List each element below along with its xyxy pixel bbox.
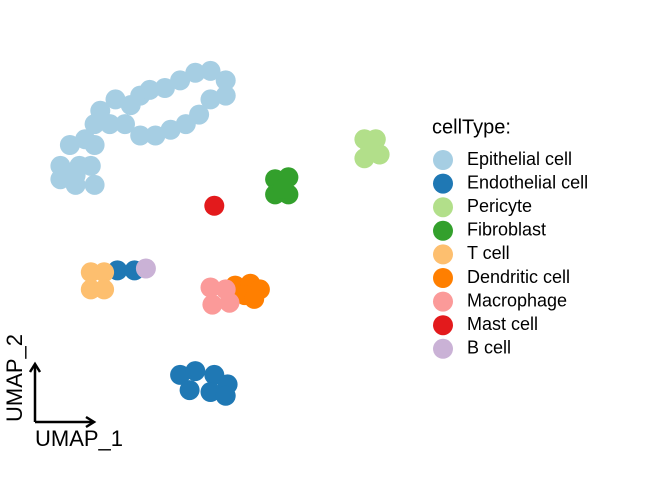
point <box>200 382 221 402</box>
legend-label: Dendritic cell <box>467 267 570 287</box>
point <box>200 89 221 110</box>
legend-label: B cell <box>467 338 511 358</box>
point <box>200 60 221 81</box>
legend-label: Endothelial cell <box>467 172 588 192</box>
point <box>154 78 175 98</box>
point <box>175 114 196 135</box>
point <box>94 262 115 283</box>
point <box>202 294 223 315</box>
legend-label: Macrophage <box>467 290 567 310</box>
y-arrow-head <box>28 361 42 373</box>
legend-swatch <box>433 197 453 218</box>
point <box>80 155 101 176</box>
legend-label: T cell <box>467 243 510 263</box>
point <box>145 125 166 146</box>
point <box>84 135 105 155</box>
legend-swatch <box>433 150 453 170</box>
point <box>215 70 236 91</box>
legend-swatch <box>433 220 453 241</box>
legend-swatch <box>433 338 453 359</box>
point <box>219 292 240 313</box>
point <box>200 277 221 298</box>
point <box>139 79 160 100</box>
legend-swatch <box>433 291 453 312</box>
point <box>65 165 86 186</box>
legend-label: Mast cell <box>467 314 538 334</box>
point <box>204 195 225 216</box>
legend-swatch <box>433 315 453 336</box>
legend: Epithelial cell Endothelial cell Pericyte F… <box>433 149 588 359</box>
point <box>215 85 236 106</box>
x-arrow-head <box>85 415 97 429</box>
y-axis-label: UMAP_2 <box>2 334 27 422</box>
axis-arrows <box>28 361 97 429</box>
legend-label: Epithelial cell <box>467 149 572 169</box>
legend-swatch <box>433 173 453 194</box>
point <box>99 114 120 135</box>
point <box>170 364 191 385</box>
point <box>170 70 191 91</box>
points <box>50 60 390 406</box>
point <box>135 258 156 279</box>
point <box>50 155 71 176</box>
point <box>360 136 381 157</box>
point <box>94 279 115 300</box>
point <box>84 174 105 195</box>
legend-title: cellType: <box>432 116 511 138</box>
point <box>179 380 200 401</box>
legend-label: Fibroblast <box>467 220 546 240</box>
point <box>185 361 206 382</box>
point <box>244 288 265 309</box>
point <box>105 89 126 110</box>
point <box>59 135 80 155</box>
legend-swatch <box>433 268 453 288</box>
point <box>115 114 135 135</box>
legend-swatch <box>433 244 453 265</box>
legend-label: Pericyte <box>467 196 532 216</box>
point <box>185 62 206 83</box>
point <box>130 125 151 146</box>
point <box>272 178 293 199</box>
point <box>160 119 181 140</box>
point <box>215 385 236 406</box>
x-axis-label: UMAP_1 <box>35 426 123 451</box>
